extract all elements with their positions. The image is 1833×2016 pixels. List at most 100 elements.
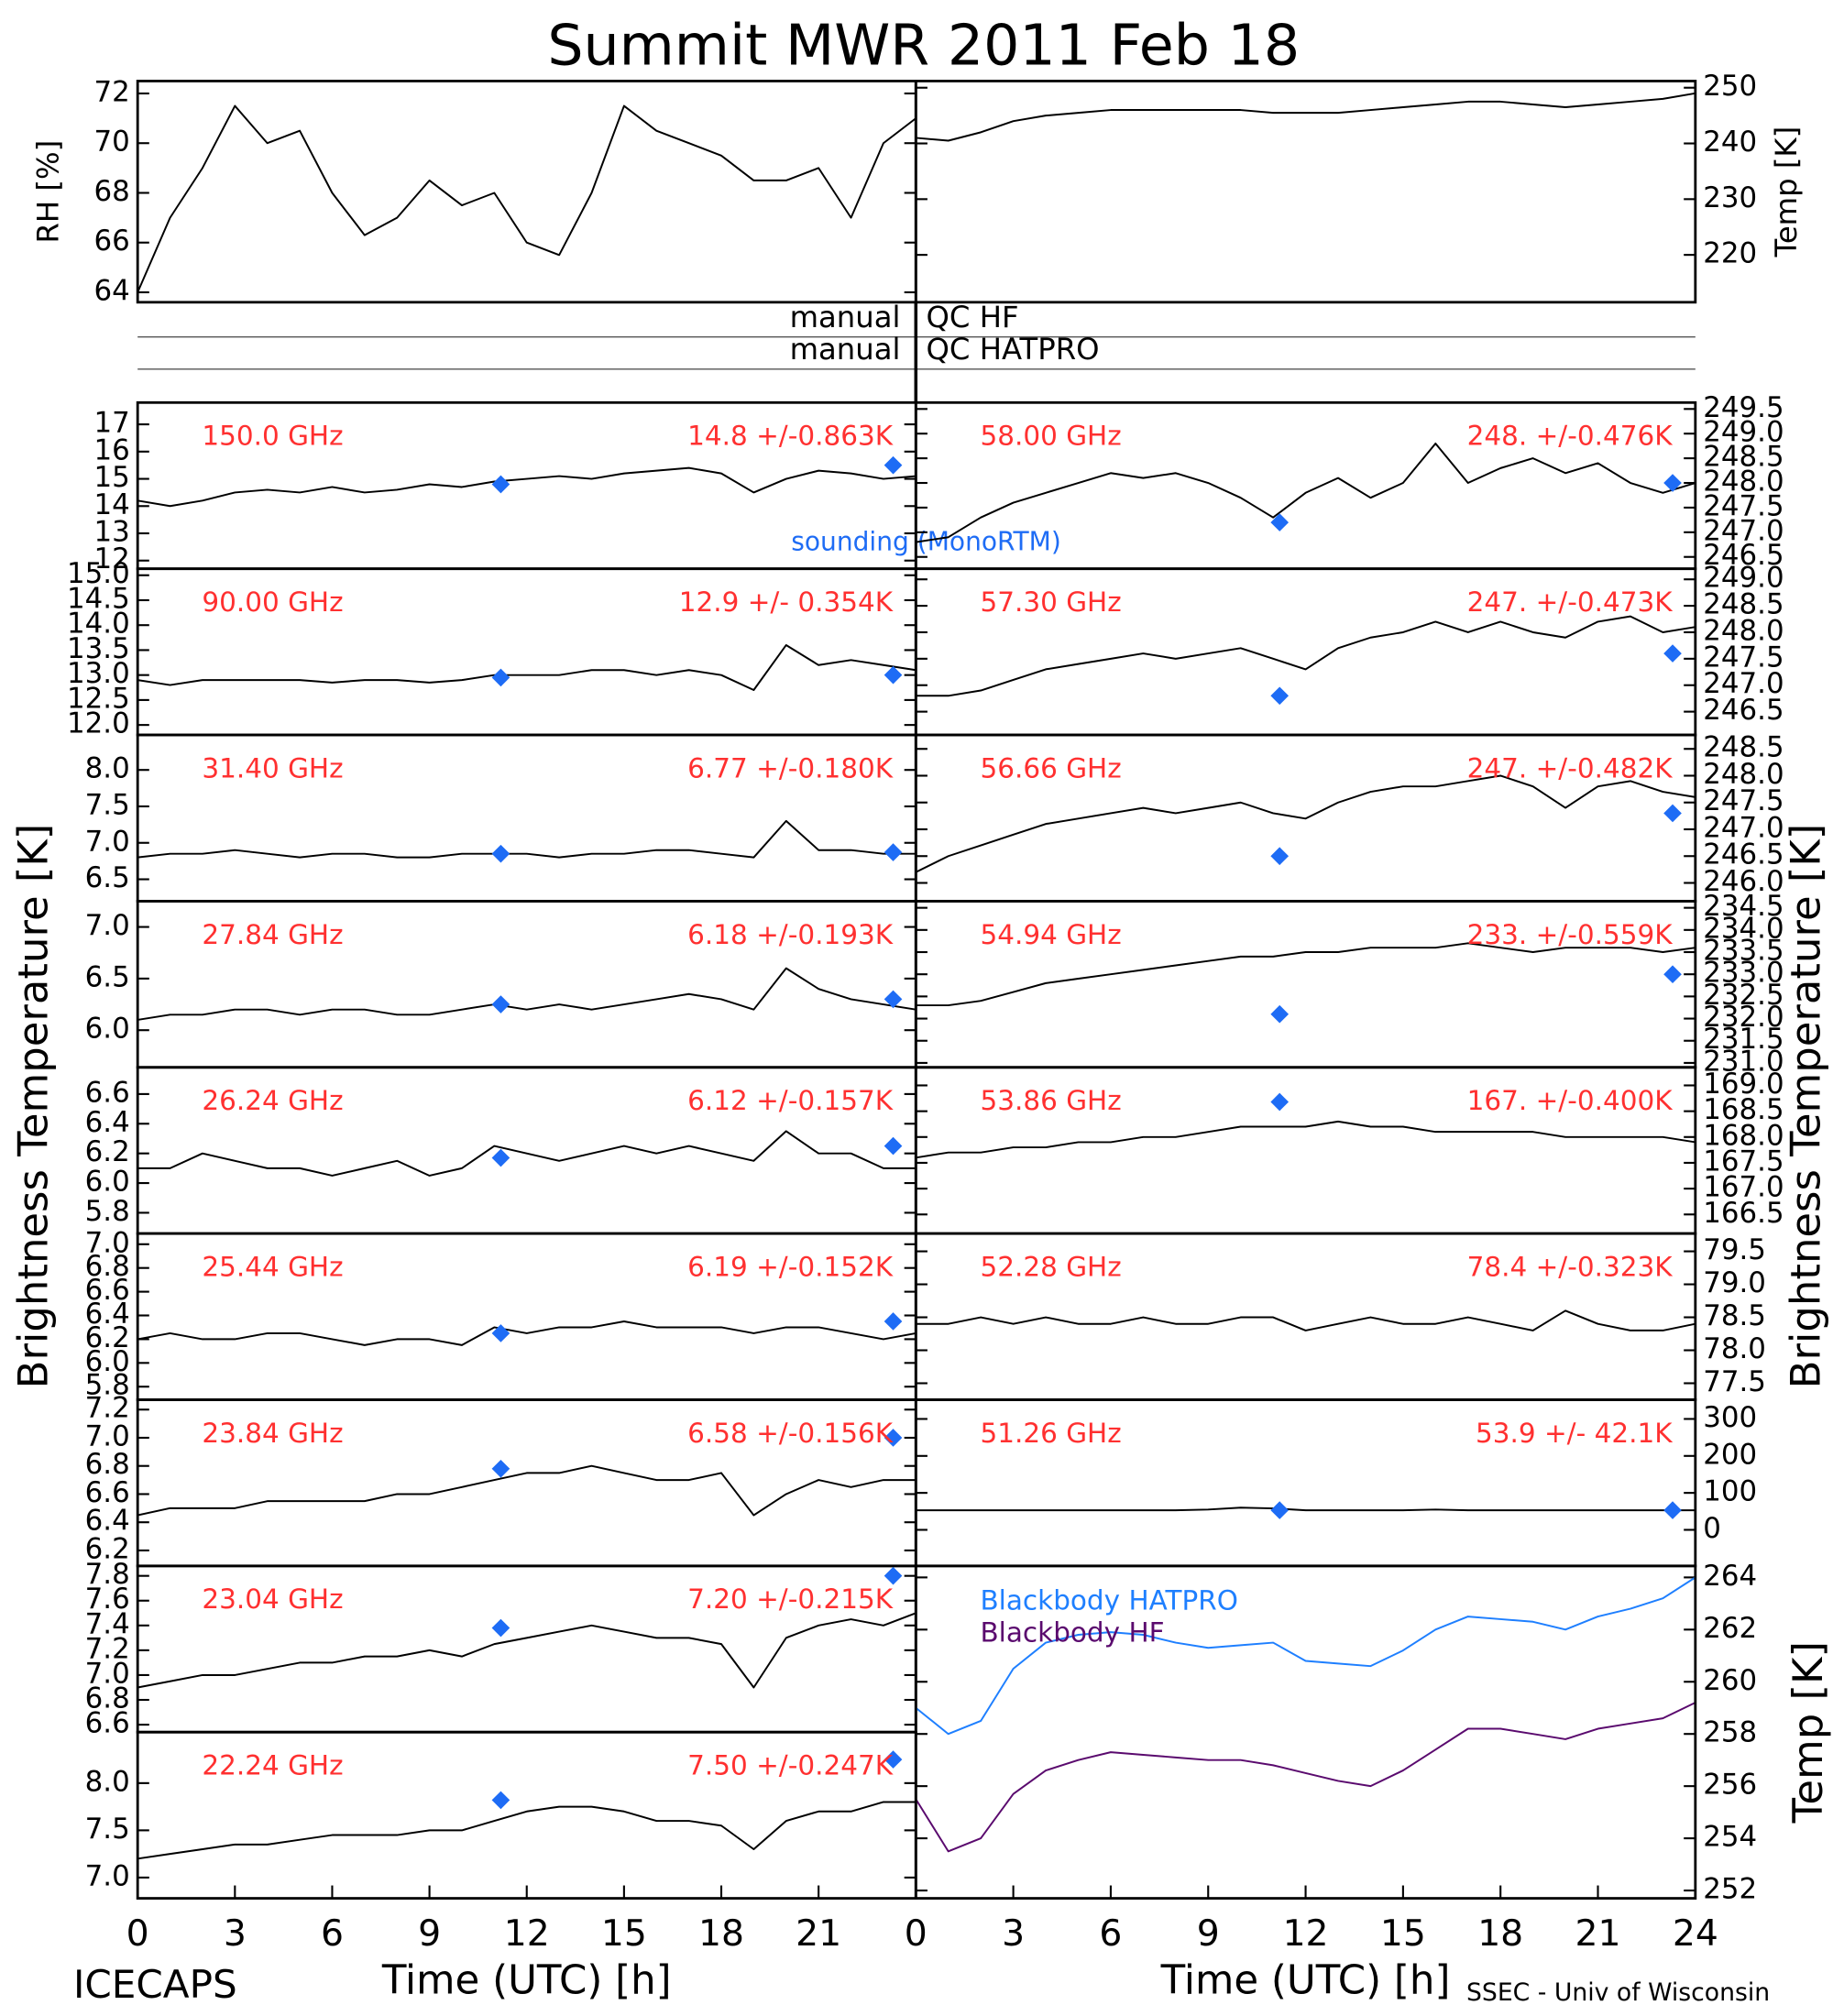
sounding-point [884,1136,903,1156]
qc-label: manual [790,332,901,367]
y-tick-label: 246.0 [1703,865,1784,898]
channel-stat: 7.20 +/-0.215K [687,1583,894,1615]
y-tick-label: 240 [1703,126,1757,159]
figure-title: Summit MWR 2011 Feb 18 [547,12,1300,78]
y-tick-label: 15 [93,461,129,494]
channel-stat: 6.58 +/-0.156K [687,1418,894,1449]
sounding-point [1270,847,1290,866]
y-tick-label: 7.4 [85,1607,130,1640]
y-tick-label: 247.5 [1703,784,1784,817]
series-line [916,1309,1696,1331]
y-tick-label: 248.5 [1703,588,1784,621]
y-tick-label: 233.5 [1703,935,1784,968]
channel-stat: 247. +/-0.482K [1467,752,1674,783]
x-tick-label: 9 [1197,1913,1220,1955]
y-tick-label: 234.5 [1703,890,1784,923]
y-tick-label: 68 [93,175,129,208]
sounding-point [491,844,510,863]
y-tick-label: 248.5 [1703,441,1784,474]
sounding-point [491,1618,510,1638]
y-tick-label: 7.0 [85,909,130,942]
y-tick-label: 264 [1703,1560,1757,1593]
y-tick-label: 78.5 [1703,1299,1766,1332]
y-tick-label: 6.2 [85,1532,130,1565]
y-tick-label: 247.0 [1703,514,1784,547]
sounding-point [491,475,510,494]
channel-label: 56.66 GHz [980,752,1121,783]
legend-label: Blackbody HF [980,1617,1164,1649]
sounding-point [884,1750,903,1769]
y-tick-label: 220 [1703,237,1757,270]
channel-label: 51.26 GHz [980,1418,1121,1449]
y-tick-label: 248.5 [1703,731,1784,764]
channel-stat: 7.50 +/-0.247K [687,1750,894,1781]
series-line [915,1702,1696,1853]
channel-label: 90.00 GHz [202,586,343,618]
y-tick-label: 231.0 [1703,1045,1784,1078]
sounding-point [1663,474,1682,492]
series-line [137,1612,916,1689]
y-tick-label: 249.5 [1703,391,1784,424]
y-tick-label: 5.8 [85,1195,130,1228]
y-tick-label: 8.0 [85,752,130,785]
series-line [137,104,916,293]
y-tick-label: 246.5 [1703,539,1784,572]
y-axis-label: Temp [K] [1784,1641,1832,1824]
y-tick-label: 0 [1703,1512,1721,1545]
y-tick-label: 12 [93,542,129,575]
y-tick-label: 6.4 [85,1106,130,1139]
x-tick-label: 0 [126,1913,149,1955]
y-tick-label: 6.5 [85,960,130,993]
x-tick-label: 12 [1283,1913,1329,1955]
y-tick-label: 247.0 [1703,667,1784,700]
y-tick-label: 78.0 [1703,1332,1766,1365]
y-tick-label: 6.6 [85,1076,130,1109]
y-tick-label: 169.0 [1703,1068,1784,1101]
sounding-point [884,455,903,475]
x-tick-label: 21 [1575,1913,1621,1955]
sounding-point [1663,1501,1682,1519]
channel-label: 54.94 GHz [980,919,1121,950]
y-tick-label: 231.5 [1703,1023,1784,1056]
y-tick-label: 256 [1703,1769,1757,1802]
sounding-point [491,1459,510,1478]
y-tick-label: 79.0 [1703,1266,1766,1299]
x-tick-label: 6 [321,1913,344,1955]
x-tick-label: 3 [1002,1913,1025,1955]
y-tick-label: 7.5 [85,788,130,821]
y-tick-label: 70 [93,126,129,159]
y-tick-label: 6.5 [85,861,130,894]
y-tick-label: 6.0 [85,1166,130,1199]
series-line [137,1801,916,1860]
y-tick-label: 200 [1703,1438,1757,1471]
series-line [137,644,916,691]
y-tick-label: 66 [93,225,129,257]
y-tick-label: 6.2 [85,1135,130,1168]
x-tick-label: 3 [224,1913,247,1955]
panel-frame [914,1564,1697,1900]
channel-label: 23.04 GHz [202,1583,343,1615]
channel-stat: 78.4 +/-0.323K [1467,1252,1674,1283]
y-tick-label: 254 [1703,1821,1757,1854]
y-tick-label: 14 [93,488,129,521]
channel-label: 26.24 GHz [202,1085,343,1116]
y-tick-label: 13.5 [67,632,130,665]
y-tick-label: 249.0 [1703,562,1784,595]
qc-label: QC HF [927,300,1019,334]
y-tick-label: 232.5 [1703,979,1784,1012]
series-line [137,1130,916,1177]
x-tick-label: 9 [418,1913,441,1955]
series-line [915,774,1696,873]
annotation: sounding (MonoRTM) [791,527,1061,557]
y-tick-label: 7.0 [85,1419,130,1452]
y-tick-label: 14.5 [67,582,130,615]
y-tick-label: 14.0 [67,608,130,641]
y-tick-label: 6.0 [85,1013,130,1046]
panel-frame [914,80,1697,304]
y-tick-label: 247.0 [1703,811,1784,844]
channel-label: 150.0 GHz [202,421,343,452]
y-tick-label: 12.0 [67,707,130,740]
y-tick-label: 233.0 [1703,957,1784,990]
y-tick-label: 7.6 [85,1583,130,1616]
